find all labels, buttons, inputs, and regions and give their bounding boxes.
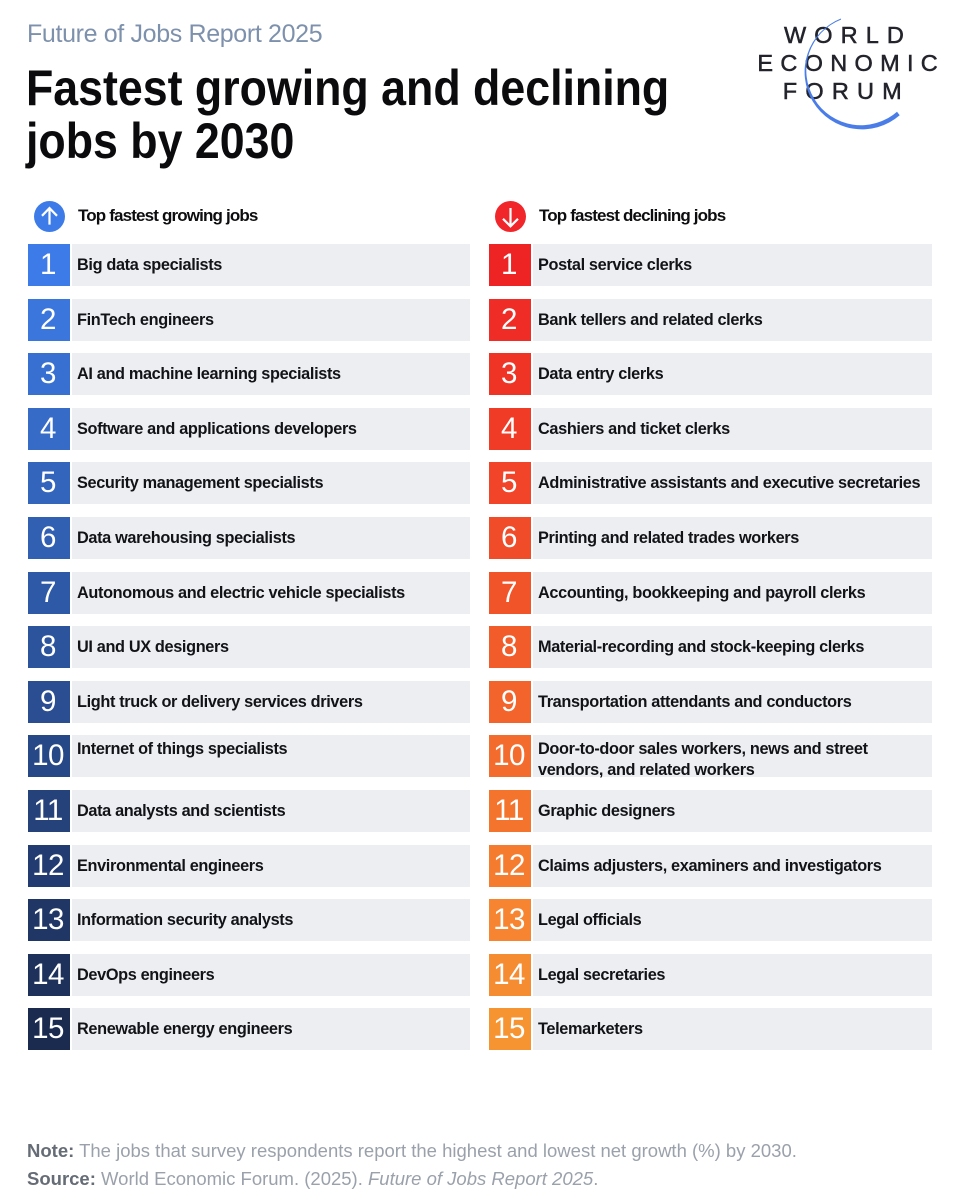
svg-text:FORUM: FORUM xyxy=(783,78,910,104)
svg-text:WORLD: WORLD xyxy=(784,22,912,48)
svg-text:ECONOMIC: ECONOMIC xyxy=(757,50,945,76)
